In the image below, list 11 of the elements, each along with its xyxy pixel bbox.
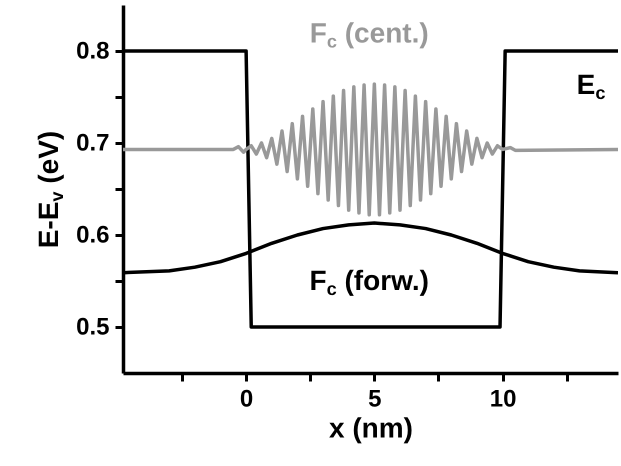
x-tick-label: 0 bbox=[240, 386, 254, 412]
series-label: E$_{c}$ bbox=[576, 68, 606, 104]
y-tick-label: 0.6 bbox=[76, 222, 110, 248]
x-tick-label: 5 bbox=[368, 386, 382, 412]
series-label: F$_{c}$ (cent.) bbox=[310, 17, 429, 52]
series-label: F$_{c}$ (forw.) bbox=[309, 264, 429, 300]
y-tick-label: 0.5 bbox=[76, 314, 110, 340]
x-tick-label: 10 bbox=[490, 386, 516, 412]
y-tick-label: 0.7 bbox=[76, 130, 110, 156]
y-tick-label: 0.8 bbox=[76, 38, 110, 64]
x-axis-title: x (nm) bbox=[329, 412, 413, 444]
